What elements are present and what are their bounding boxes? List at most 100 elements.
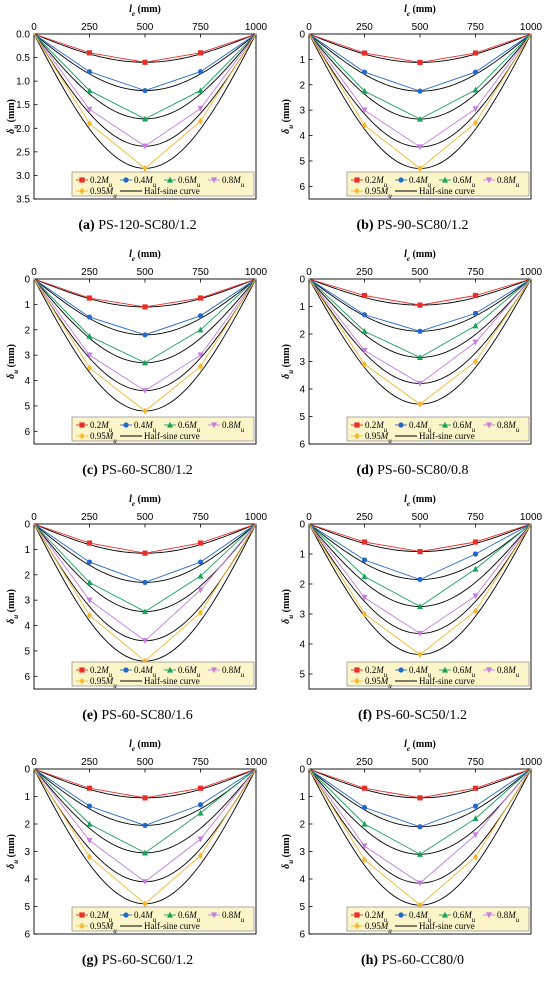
caption-label: (c) — [82, 463, 98, 478]
series-markers — [361, 119, 479, 172]
y-tick-label: 0 — [299, 30, 305, 41]
legend-swatch-marker — [79, 667, 85, 673]
x-tick-label: 750 — [192, 757, 209, 768]
data-point — [472, 565, 479, 572]
y-tick-label: 6 — [299, 182, 305, 193]
data-point — [361, 820, 368, 827]
data-point — [142, 388, 148, 394]
legend-swatch-marker — [354, 912, 360, 918]
data-point — [417, 302, 423, 308]
legend-box — [71, 906, 255, 932]
x-tick-label: 0 — [31, 757, 37, 768]
data-point — [86, 579, 93, 585]
data-point — [197, 540, 204, 546]
legend-swatch-marker — [442, 911, 448, 918]
x-tick-label: 1000 — [520, 22, 543, 33]
legend-label: 0.8Mu — [497, 665, 520, 679]
series-line — [33, 523, 257, 554]
series-markers — [361, 50, 479, 66]
legend-swatch-marker — [398, 667, 404, 673]
legend-label: 0.8Mu — [497, 175, 520, 189]
data-point — [361, 856, 368, 864]
y-tick-label: 3.5 — [16, 195, 30, 206]
data-point — [361, 804, 368, 811]
x-tick-label: 0 — [306, 267, 312, 278]
y-tick-label: 2 — [299, 80, 305, 91]
y-tick-label: 5 — [299, 670, 305, 681]
x-axis-title: le (mm) — [129, 494, 161, 508]
y-tick-label: 4 — [299, 640, 305, 651]
data-point — [142, 407, 148, 415]
y-tick-label: 2.0 — [16, 124, 30, 135]
legend-label: 0.8Mu — [222, 420, 245, 434]
data-point — [86, 803, 93, 809]
x-tick-label: 250 — [356, 267, 373, 278]
legend-box — [346, 416, 530, 442]
legend-label: 0.8Mu — [497, 420, 520, 434]
panel-d: 0 250 500 750 1000 0 1 2 3 4 5 6 le (mm) δu (mm) 0.2Mu… — [275, 245, 550, 490]
data-point — [197, 363, 204, 370]
y-tick-label: 5 — [24, 902, 30, 913]
data-point — [472, 358, 479, 365]
legend-swatch-marker — [167, 911, 173, 918]
caption-name: PS-60-SC80/0.8 — [377, 463, 469, 478]
legend-label: 0.8Mu — [222, 175, 245, 189]
y-tick-label: 6 — [24, 427, 30, 438]
legend-label: 0.95Mu — [90, 431, 117, 445]
x-tick-label: 0 — [306, 512, 312, 523]
caption-e: (e) PS-60-SC80/1.6 — [0, 708, 275, 724]
legend-swatch-marker — [354, 177, 360, 183]
legend-swatch-marker — [123, 177, 129, 183]
data-point — [472, 803, 479, 809]
x-tick-label: 750 — [192, 267, 209, 278]
series-markers — [86, 609, 204, 665]
y-axis-title: δu (mm) — [281, 834, 295, 869]
x-tick-label: 250 — [356, 512, 373, 523]
half-sine-curve — [308, 768, 532, 799]
y-tick-label: 6 — [24, 672, 30, 683]
series-line — [33, 33, 257, 63]
x-tick-label: 250 — [81, 512, 98, 523]
data-point — [142, 143, 148, 150]
legend-swatch-marker — [354, 677, 360, 685]
legend-swatch-marker — [398, 912, 404, 918]
legend-label: 0.95Mu — [365, 186, 392, 200]
data-point — [86, 611, 93, 619]
y-tick-label: 6 — [299, 440, 305, 451]
series-markers — [361, 539, 479, 555]
series-markers — [86, 50, 204, 65]
y-axis-title: δu (mm) — [6, 344, 20, 379]
caption-label: (e) — [82, 708, 98, 723]
x-tick-label: 0 — [306, 757, 312, 768]
legend-swatch-marker — [123, 912, 129, 918]
legend-swatch-marker — [486, 667, 492, 674]
data-point — [417, 795, 423, 801]
y-tick-label: 5 — [299, 412, 305, 423]
y-tick-label: 6 — [24, 930, 30, 941]
data-point — [417, 901, 423, 909]
data-point — [86, 69, 93, 75]
data-point — [197, 313, 204, 319]
half-sine-curve — [33, 523, 257, 554]
y-axis-title: δu (mm) — [281, 99, 295, 134]
panel-h: 0 250 500 750 1000 0 1 2 3 4 5 6 le (mm) δu (mm) 0.2Mu… — [275, 735, 550, 980]
y-tick-label: 2 — [24, 570, 30, 581]
legend-label: 0.2Mu — [90, 910, 113, 924]
y-tick-label: 0 — [24, 765, 30, 776]
caption-f: (f) PS-60-SC50/1.2 — [275, 708, 550, 724]
data-point — [417, 144, 423, 151]
legend-swatch-marker — [79, 187, 85, 195]
series-line — [308, 278, 532, 306]
x-tick-label: 750 — [192, 22, 209, 33]
x-tick-label: 1000 — [245, 267, 268, 278]
caption-b: (b) PS-90-SC80/1.2 — [275, 218, 550, 234]
legend-label: 0.4Mu — [409, 420, 432, 434]
caption-c: (c) PS-60-SC80/1.2 — [0, 463, 275, 479]
data-point — [472, 853, 479, 861]
y-tick-label: 5 — [299, 902, 305, 913]
x-axis-title: le (mm) — [404, 494, 436, 508]
y-tick-label: 3.0 — [16, 171, 30, 182]
data-point — [142, 900, 148, 908]
data-point — [142, 87, 148, 94]
y-tick-label: 2.5 — [16, 147, 30, 158]
